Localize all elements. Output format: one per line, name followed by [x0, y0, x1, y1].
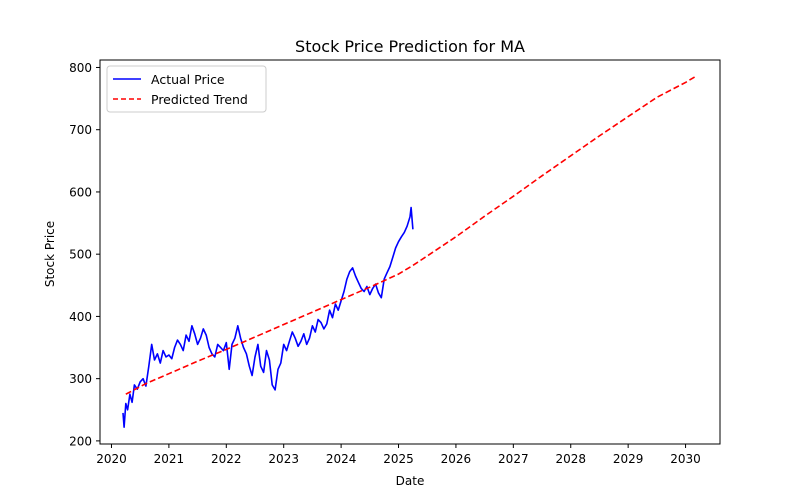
legend-label-predicted-trend: Predicted Trend [151, 92, 248, 107]
series-line-predicted-trend [125, 74, 698, 395]
x-tick-label: 2029 [613, 452, 644, 466]
x-tick-label: 2023 [268, 452, 299, 466]
y-tick-label: 200 [69, 434, 92, 448]
y-axis-ticks: 200 300 400 500 600 700 800 [69, 61, 100, 448]
x-tick-label: 2026 [441, 452, 472, 466]
y-tick-label: 800 [69, 61, 92, 75]
y-tick-label: 300 [69, 372, 92, 386]
x-tick-label: 2021 [154, 452, 185, 466]
x-tick-label: 2020 [96, 452, 127, 466]
x-tick-label: 2027 [498, 452, 529, 466]
legend-box [106, 65, 267, 113]
legend-label-actual-price: Actual Price [151, 72, 225, 87]
x-tick-label: 2030 [670, 452, 701, 466]
series-layer [122, 74, 698, 429]
y-tick-label: 600 [69, 185, 92, 199]
x-tick-label: 2024 [326, 452, 357, 466]
legend: Actual Price Predicted Trend [106, 65, 267, 113]
y-tick-label: 400 [69, 310, 92, 324]
y-axis-label: Stock Price [43, 221, 57, 287]
x-tick-label: 2025 [383, 452, 414, 466]
x-tick-label: 2028 [555, 452, 586, 466]
x-axis-label: Date [396, 474, 425, 488]
plot-frame [99, 59, 721, 445]
x-tick-label: 2022 [211, 452, 242, 466]
x-axis-ticks: 2020 2021 2022 2023 2024 2025 2026 2027 2028 2029… [96, 444, 701, 466]
y-tick-label: 500 [69, 248, 92, 262]
y-tick-label: 700 [69, 123, 92, 137]
chart-title: Stock Price Prediction for MA [295, 37, 525, 56]
